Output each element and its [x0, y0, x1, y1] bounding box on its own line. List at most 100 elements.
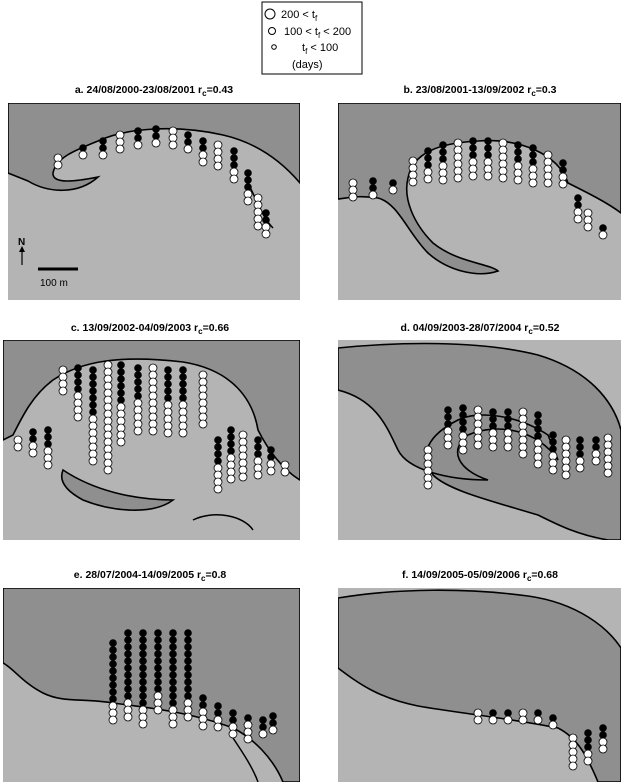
- velocity-dot: [440, 149, 447, 156]
- velocity-dot: [584, 757, 592, 765]
- velocity-dot: [140, 679, 147, 686]
- velocity-dot: [485, 145, 492, 152]
- velocity-dot: [185, 658, 192, 665]
- velocity-dot: [110, 661, 117, 668]
- velocity-dot: [170, 630, 177, 637]
- velocity-dot: [245, 177, 252, 184]
- panel-title: b. 23/08/2001-13/09/2002 rc=0.3: [403, 84, 556, 98]
- velocity-dot: [585, 730, 592, 737]
- panel-title: f. 14/09/2005-05/09/2006 rc=0.68: [402, 569, 558, 583]
- velocity-dot: [263, 210, 270, 217]
- velocity-dot: [170, 700, 177, 707]
- velocity-dot: [228, 448, 235, 455]
- velocity-dot: [549, 721, 557, 729]
- velocity-dot: [349, 193, 357, 201]
- velocity-dot: [569, 762, 577, 770]
- velocity-dot: [125, 686, 132, 693]
- velocity-dot: [228, 434, 235, 441]
- velocity-dot: [134, 427, 142, 435]
- velocity-dot: [263, 217, 270, 224]
- velocity-dot: [515, 156, 522, 163]
- panel-image: [3, 340, 300, 540]
- velocity-dot: [185, 637, 192, 644]
- velocity-dot: [460, 426, 467, 433]
- velocity-dot: [519, 450, 527, 458]
- velocity-dot: [215, 710, 222, 717]
- velocity-dot: [469, 172, 477, 180]
- velocity-dot: [440, 142, 447, 149]
- velocity-dot: [200, 138, 207, 145]
- velocity-dot: [199, 722, 207, 730]
- velocity-dot: [200, 695, 207, 702]
- velocity-dot: [214, 485, 222, 493]
- velocity-dot: [230, 710, 237, 717]
- velocity-dot: [550, 432, 557, 439]
- velocity-dot: [165, 388, 172, 395]
- velocity-dot: [185, 665, 192, 672]
- velocity-dot: [165, 367, 172, 374]
- velocity-dot: [519, 716, 527, 724]
- north-label: N: [18, 237, 25, 248]
- velocity-dot: [135, 386, 142, 393]
- velocity-dot: [118, 362, 125, 369]
- velocity-dot: [185, 132, 192, 139]
- velocity-dot: [515, 149, 522, 156]
- velocity-dot: [110, 647, 117, 654]
- velocity-dot: [490, 409, 497, 416]
- velocity-dot: [535, 419, 542, 426]
- panel-image: [338, 103, 621, 300]
- velocity-dot: [445, 421, 452, 428]
- velocity-dot: [89, 457, 97, 465]
- velocity-dot: [576, 464, 584, 472]
- velocity-dot: [490, 416, 497, 423]
- velocity-dot: [215, 458, 222, 465]
- velocity-dot: [110, 675, 117, 682]
- velocity-dot: [180, 367, 187, 374]
- velocity-dot: [445, 414, 452, 421]
- velocity-dot: [425, 148, 432, 155]
- velocity-dot: [599, 231, 607, 239]
- velocity-dot: [135, 393, 142, 400]
- velocity-dot: [170, 665, 177, 672]
- velocity-dot: [460, 405, 467, 412]
- velocity-dot: [124, 713, 132, 721]
- velocity-dot: [140, 686, 147, 693]
- velocity-dot: [504, 716, 512, 724]
- scale-label: 100 m: [40, 278, 68, 289]
- velocity-dot: [370, 185, 377, 192]
- velocity-dot: [535, 433, 542, 440]
- velocity-dot: [185, 672, 192, 679]
- velocity-dot: [125, 672, 132, 679]
- velocity-dot: [529, 179, 537, 187]
- velocity-dot: [90, 388, 97, 395]
- velocity-dot: [474, 716, 482, 724]
- velocity-dot: [125, 693, 132, 700]
- velocity-dot: [155, 630, 162, 637]
- velocity-dot: [228, 441, 235, 448]
- velocity-dot: [245, 184, 252, 191]
- velocity-dot: [215, 703, 222, 710]
- velocity-dot: [505, 423, 512, 430]
- velocity-dot: [45, 427, 52, 434]
- velocity-dot: [155, 672, 162, 679]
- velocity-dot: [262, 230, 270, 238]
- velocity-dot: [550, 446, 557, 453]
- velocity-dot: [185, 630, 192, 637]
- legend-symbol: [269, 28, 276, 35]
- velocity-dot: [110, 682, 117, 689]
- velocity-dot: [470, 145, 477, 152]
- velocity-dot: [231, 155, 238, 162]
- velocity-dot: [164, 429, 172, 437]
- velocity-dot: [244, 735, 252, 743]
- velocity-dot: [200, 702, 207, 709]
- velocity-dot: [499, 174, 507, 182]
- velocity-dot: [593, 437, 600, 444]
- velocity-dot: [90, 367, 97, 374]
- velocity-dot: [109, 716, 117, 724]
- panel-image: [338, 588, 621, 782]
- velocity-dot: [484, 172, 492, 180]
- velocity-dot: [153, 133, 160, 140]
- velocity-dot: [155, 679, 162, 686]
- velocity-dot: [110, 640, 117, 647]
- velocity-dot: [140, 665, 147, 672]
